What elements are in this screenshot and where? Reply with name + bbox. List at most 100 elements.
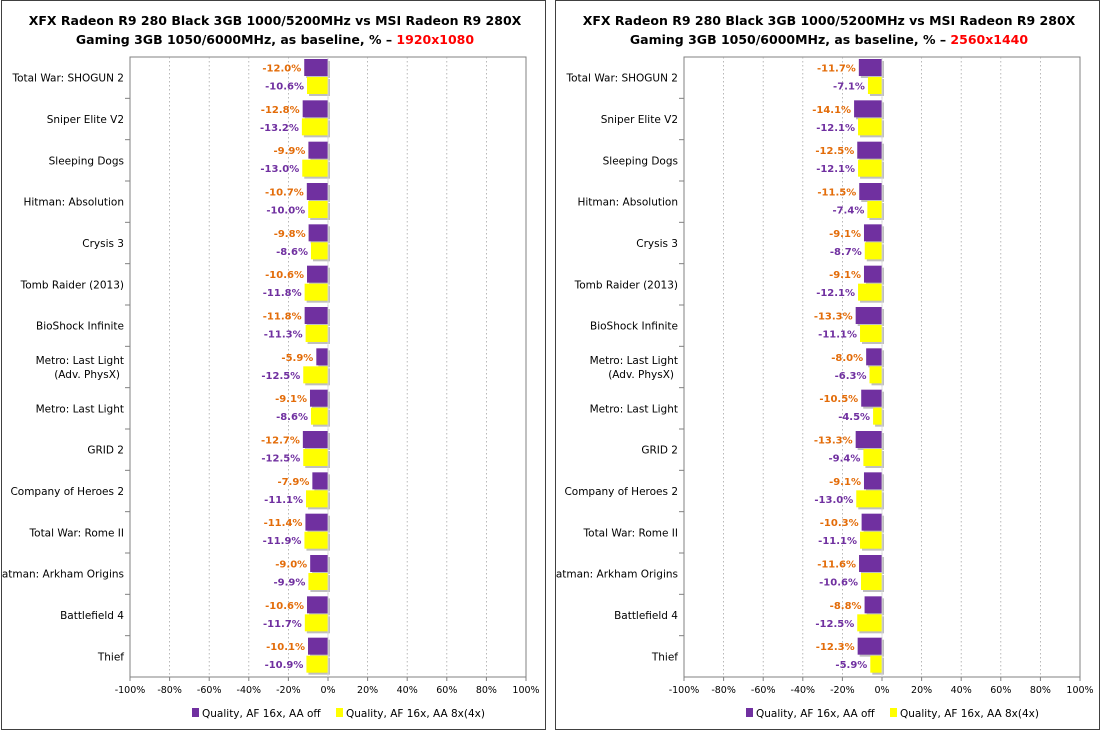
x-tick-label: -60%	[751, 685, 776, 696]
bar-af16x-aa-8x	[308, 201, 328, 218]
x-tick-label: -80%	[157, 685, 182, 696]
bar-af16x-aa-8x	[302, 159, 328, 177]
bar-af16x-aa-off	[855, 307, 882, 324]
category-label: GRID 2	[87, 445, 124, 457]
x-tick-label: -40%	[237, 685, 262, 696]
bar-af16x-aa-8x	[860, 325, 882, 342]
bar-af16x-aa-8x	[306, 490, 328, 508]
chart-title-line1: XFX Radeon R9 280 Black 3GB 1000/5200MHz…	[29, 13, 522, 28]
data-label: -7.4%	[832, 206, 864, 217]
category-label: Hitman: Absolution	[577, 197, 678, 209]
data-label: -8.7%	[830, 247, 862, 258]
bar-af16x-aa-off	[302, 431, 328, 448]
chart-title-text: Gaming 3GB 1050/6000MHz, as baseline, % …	[76, 32, 397, 47]
data-label: -5.9%	[835, 660, 867, 671]
data-label: -12.1%	[816, 288, 855, 299]
bar-af16x-aa-off	[306, 183, 328, 200]
bar-af16x-aa-off	[312, 472, 328, 490]
data-label: -9.0%	[275, 560, 307, 571]
category-label: Company of Heroes 2	[10, 486, 124, 498]
data-label: -10.6%	[819, 578, 858, 589]
legend-entry: Quality, AF 16x, AA 8x(4x)	[346, 708, 485, 720]
data-label: -9.1%	[275, 394, 307, 405]
bar-af16x-aa-off	[859, 555, 882, 572]
data-label: -11.9%	[263, 536, 302, 547]
bar-af16x-aa-off	[855, 431, 882, 448]
category-label: BioShock Infinite	[36, 321, 124, 333]
x-tick-label: -20%	[830, 685, 855, 696]
bar-af16x-aa-8x	[304, 283, 328, 301]
category-label: Hitman: Absolution	[23, 197, 124, 209]
category-label: Battlefield 4	[60, 610, 124, 622]
category-label: Total War: Rome II	[29, 527, 124, 539]
bar-af16x-aa-8x	[870, 655, 882, 673]
bar-af16x-aa-off	[302, 100, 328, 118]
bar-af16x-aa-off	[854, 100, 882, 118]
category-label: Total War: Rome II	[583, 527, 678, 539]
bar-af16x-aa-8x	[857, 614, 882, 632]
data-label: -12.5%	[815, 619, 854, 630]
bar-af16x-aa-8x	[305, 325, 328, 342]
x-tick-label: 40%	[397, 685, 418, 696]
category-label: Metro: Last Light	[36, 403, 124, 415]
bar-af16x-aa-8x	[307, 77, 328, 94]
data-label: -13.3%	[814, 436, 853, 447]
x-tick-label: 20%	[357, 685, 378, 696]
bar-af16x-aa-off	[864, 596, 882, 614]
bar-af16x-aa-off	[308, 141, 328, 159]
data-label: -12.8%	[261, 105, 300, 116]
bar-af16x-aa-8x	[867, 77, 882, 94]
category-label: Company of Heroes 2	[564, 486, 678, 498]
category-label: BioShock Infinite	[590, 321, 678, 333]
data-label: -9.8%	[274, 229, 306, 240]
category-label: Sniper Elite V2	[47, 114, 124, 126]
category-label: Sleeping Dogs	[603, 155, 678, 167]
data-label: -11.7%	[263, 619, 302, 630]
data-label: -11.1%	[264, 495, 303, 506]
legend-swatch	[336, 708, 343, 717]
data-label: -8.6%	[276, 247, 308, 258]
chart-panel-2560x1440: XFX Radeon R9 280 Black 3GB 1000/5200MHz…	[555, 0, 1100, 730]
bar-af16x-aa-off	[308, 637, 328, 655]
data-label: -10.6%	[265, 270, 304, 281]
data-label: -9.9%	[274, 146, 306, 157]
data-label: -10.6%	[265, 82, 304, 93]
category-label: Tomb Raider (2013)	[20, 279, 124, 291]
bar-af16x-aa-8x	[861, 573, 882, 590]
data-label: -11.8%	[263, 312, 302, 323]
data-label: -13.3%	[814, 312, 853, 323]
bar-af16x-aa-8x	[304, 531, 328, 549]
chart-title-line2: Gaming 3GB 1050/6000MHz, as baseline, % …	[76, 32, 474, 47]
bar-af16x-aa-8x	[869, 366, 882, 384]
bar-af16x-aa-8x	[864, 242, 882, 260]
data-label: -11.4%	[264, 518, 303, 529]
category-label: Total War: SHOGUN 2	[11, 73, 124, 85]
data-label: -13.0%	[814, 495, 853, 506]
bar-af16x-aa-8x	[308, 573, 328, 590]
legend-entry: Quality, AF 16x, AA off	[202, 708, 321, 720]
data-label: -8.6%	[276, 412, 308, 423]
legend-swatch	[192, 708, 199, 717]
data-label: -9.1%	[829, 477, 861, 488]
data-label: -10.6%	[265, 601, 304, 612]
chart-title-resolution: 2560x1440	[950, 32, 1028, 47]
category-label: Thief	[97, 651, 124, 663]
x-tick-label: 80%	[1030, 685, 1051, 696]
legend-swatch	[890, 708, 897, 717]
chart-title-text: Gaming 3GB 1050/6000MHz, as baseline, % …	[630, 32, 951, 47]
chart-panel-1920x1080: XFX Radeon R9 280 Black 3GB 1000/5200MHz…	[1, 0, 546, 730]
bar-af16x-aa-8x	[310, 242, 328, 260]
category-label-line: (Adv. PhysX)	[608, 369, 674, 381]
legend-swatch	[746, 708, 753, 717]
data-label: -9.1%	[829, 229, 861, 240]
bar-af16x-aa-off	[316, 348, 328, 366]
data-label: -8.8%	[830, 601, 862, 612]
bar-af16x-aa-8x	[858, 159, 882, 177]
data-label: -10.7%	[265, 188, 304, 199]
category-label: Metro: Last Light (Adv. PhysX)	[590, 355, 678, 381]
data-label: -10.5%	[819, 394, 858, 405]
category-label: Tomb Raider (2013)	[574, 279, 678, 291]
data-label: -11.1%	[818, 330, 857, 341]
data-label: -11.5%	[817, 188, 856, 199]
data-label: -13.2%	[260, 123, 299, 134]
